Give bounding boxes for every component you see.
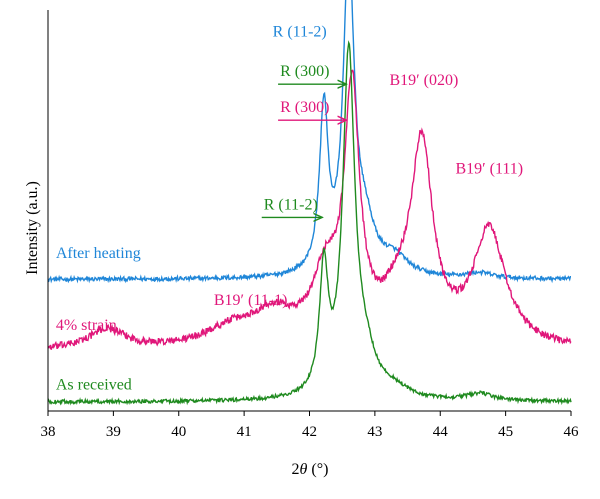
x-tick-label: 38: [41, 424, 56, 440]
x-axis-label-var: θ: [300, 461, 308, 478]
series-line-4-strain: [47, 69, 572, 350]
series-line-after-heating: [47, 0, 572, 284]
series-layer: [47, 0, 572, 406]
x-tick-label: 45: [498, 424, 513, 440]
x-axis-label-prefix: 2: [292, 461, 300, 478]
y-axis-label: Intensity (a.u.): [24, 181, 41, 275]
series-line-as-received: [47, 40, 572, 406]
annotation-lbl-recv: As received: [56, 376, 132, 393]
annotation-r300-green: R (300): [280, 63, 329, 80]
x-tick-label: 40: [171, 424, 186, 440]
x-tick-label: 42: [302, 424, 317, 440]
x-tick-label: 43: [367, 424, 382, 440]
x-axis-label-unit: (°): [307, 461, 328, 478]
annotation-lbl-strain: 4% strain: [56, 317, 117, 334]
annotation-b111: B19′ (111): [455, 160, 523, 177]
x-tick-label: 39: [106, 424, 121, 440]
annotation-b111m: B19′ (11-1): [214, 292, 288, 309]
annotation-r112-blue: R (11-2): [273, 24, 327, 41]
x-tick-label: 46: [564, 424, 580, 440]
x-ticks: 38 39 40 41 42 43 44 45 46: [41, 411, 580, 440]
annotations: R (300)R (11-2)R (300)R (300)R (11-2)B19…: [56, 24, 523, 394]
annotation-b020: B19′ (020): [389, 72, 458, 89]
annotation-r300-pink: R (300): [280, 99, 329, 116]
x-tick-label: 41: [237, 424, 252, 440]
x-axis-label: 2θ (°): [292, 461, 329, 478]
x-tick-label: 44: [433, 424, 449, 440]
annotation-r112-green: R (11-2): [264, 196, 318, 213]
annotation-lbl-heat: After heating: [56, 245, 141, 262]
